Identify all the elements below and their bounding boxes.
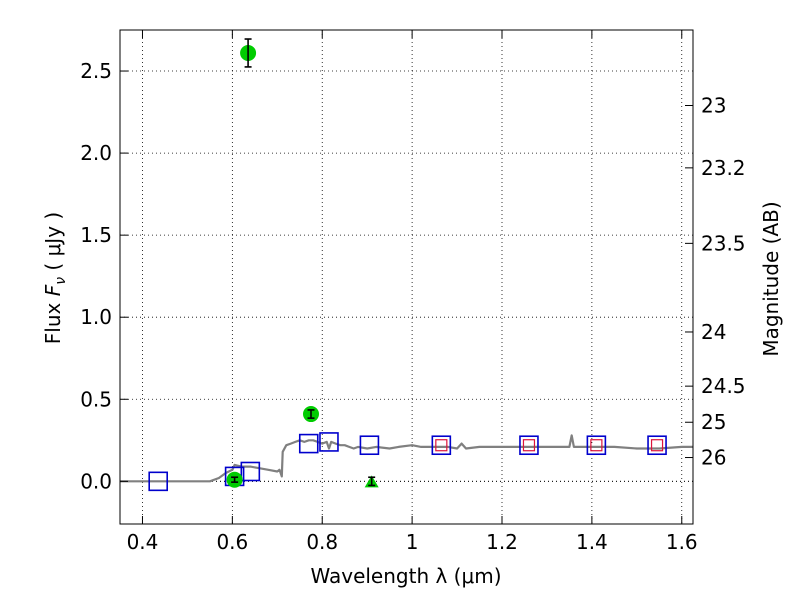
y2-tick-label: 26	[701, 446, 726, 470]
y2-tick-label: 23	[701, 93, 726, 117]
y2-tick-label: 25	[701, 410, 726, 434]
x-axis-label: Wavelength λ (μm)	[310, 564, 501, 588]
y-axis-label: Flux Fν ( μJy )	[41, 212, 69, 344]
observed-photometry-square	[590, 439, 603, 452]
model-photometry-square	[431, 435, 452, 456]
y2-tick-label: 24	[701, 320, 726, 344]
y-axis-label-prefix: Flux	[41, 296, 65, 344]
observed-photometry-square	[522, 439, 536, 452]
y-tick-label: 0.5	[80, 387, 112, 411]
model-photometry-square	[519, 435, 539, 456]
y-tick-label: 0.0	[80, 469, 112, 493]
model-photometry-square	[359, 435, 380, 456]
model-sed-line	[120, 434, 693, 483]
x-tick-label: 1.2	[486, 530, 518, 554]
x-tick-label: 0.4	[127, 530, 159, 554]
x-tick-label: 1	[406, 530, 419, 554]
model-photometry-square	[319, 432, 339, 452]
x-tick-label: 0.6	[216, 530, 248, 554]
x-tick-label: 1.4	[576, 530, 608, 554]
y-tick-label: 1.5	[80, 223, 112, 247]
y-axis-label-suffix: ( μJy )	[41, 212, 65, 277]
model-photometry-square	[298, 433, 319, 454]
y-tick-label: 2.0	[80, 141, 112, 165]
ticks-layer: 0.4 0.6 0.8 1 1.2 1.4 1.6 0.0 0.5 1.0 1.5 2.0 2.5 23 2…	[80, 30, 746, 554]
x-tick-label: 0.8	[306, 530, 338, 554]
model-photometry-square	[586, 435, 607, 456]
y-tick-label: 2.5	[80, 59, 112, 83]
y2-tick-label: 23.5	[701, 231, 746, 255]
y2-tick-label: 23.2	[701, 156, 746, 180]
y-axis-label-subscript: ν	[53, 277, 69, 285]
y2-axis-label: Magnitude (AB)	[759, 201, 783, 356]
model-photometry-square	[240, 461, 261, 482]
y-tick-label: 1.0	[80, 305, 112, 329]
model-sed-layer	[120, 434, 693, 483]
observed-photometry-square	[650, 439, 664, 452]
x-tick-label: 1.6	[666, 530, 698, 554]
y2-tick-label: 24.5	[701, 374, 746, 398]
model-photometry-square	[647, 435, 667, 456]
observed-photometry-square	[435, 439, 448, 452]
plot-frame	[119, 29, 694, 525]
markers-layer	[148, 38, 667, 492]
model-photometry-square	[148, 471, 168, 492]
grid	[120, 30, 693, 524]
y-axis-label-symbol: F	[41, 284, 65, 296]
